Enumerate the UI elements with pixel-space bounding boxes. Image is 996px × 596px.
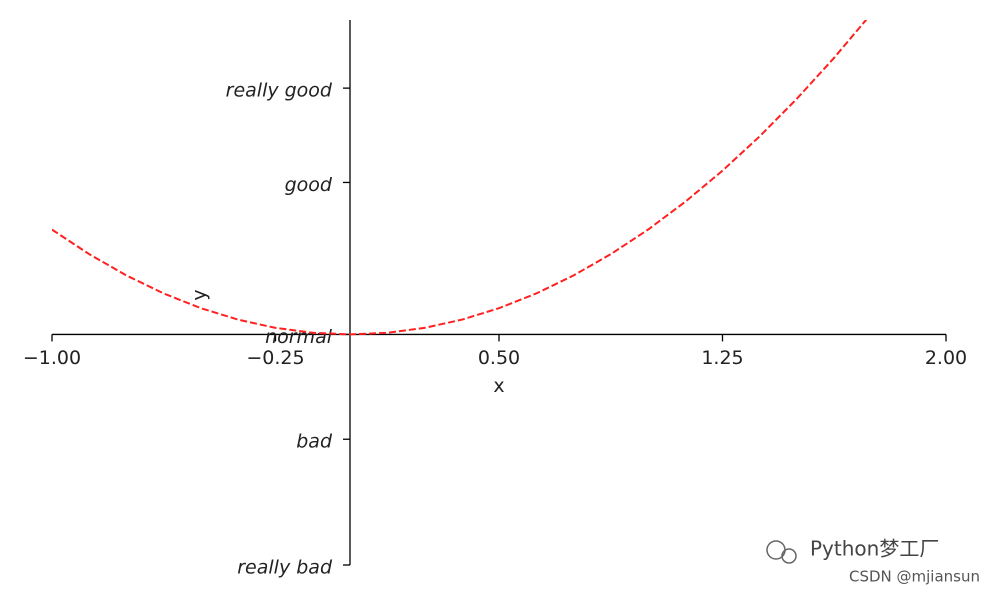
- x-tick-label: −1.00: [23, 347, 81, 369]
- y-axis-label: y: [189, 289, 211, 300]
- x-tick-label: 1.25: [701, 347, 743, 369]
- x-axis-label: x: [493, 375, 504, 397]
- watermark-credit: CSDN @mjiansun: [849, 568, 980, 586]
- y-tick-label: good: [285, 174, 333, 196]
- y-tick-label: bad: [296, 431, 333, 453]
- x-tick-label: −0.25: [246, 347, 304, 369]
- y-tick-label: really good: [226, 80, 333, 102]
- x-tick-label: 2.00: [925, 347, 967, 369]
- watermark-brand: Python梦工厂: [810, 537, 939, 561]
- watermark: Python梦工厂 CSDN @mjiansun: [766, 537, 980, 586]
- watermark-icon: [781, 548, 797, 564]
- y-tick-label: normal: [265, 326, 333, 348]
- x-tick-label: 0.50: [478, 347, 520, 369]
- y-tick-label: really bad: [237, 557, 333, 579]
- data-line: [52, 20, 868, 336]
